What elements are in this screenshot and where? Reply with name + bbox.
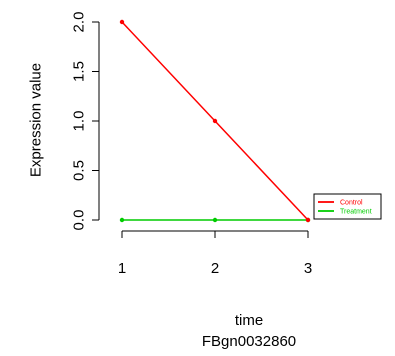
x-axis: 1 2 3	[118, 230, 312, 277]
chart-subtitle: FBgn0032860	[202, 333, 296, 350]
x-tick-label: 3	[304, 260, 312, 277]
legend-entry: Control	[340, 200, 363, 207]
legend: Control Treatment	[313, 193, 382, 220]
x-tick-label: 1	[118, 260, 126, 277]
x-axis-label: time	[235, 312, 263, 329]
x-tick-label: 2	[211, 260, 219, 277]
y-tick-label: 2.0	[71, 12, 88, 33]
y-tick-label: 0.5	[71, 160, 88, 181]
data-point-treatment	[119, 217, 125, 223]
data-point-control	[119, 19, 125, 25]
legend-entry: Treatment	[340, 209, 372, 216]
series-layer	[119, 19, 311, 223]
y-axis-label: Expression value	[28, 63, 45, 177]
data-point-control	[212, 118, 218, 124]
y-axis: 0.0 0.5 1.0 1.5 2.0	[71, 12, 100, 231]
y-tick-label: 0.0	[71, 210, 88, 231]
legend-box	[313, 193, 382, 220]
data-point-treatment	[212, 217, 218, 223]
y-tick-label: 1.0	[71, 111, 88, 132]
y-tick-label: 1.5	[71, 61, 88, 82]
data-point-control	[305, 217, 311, 223]
